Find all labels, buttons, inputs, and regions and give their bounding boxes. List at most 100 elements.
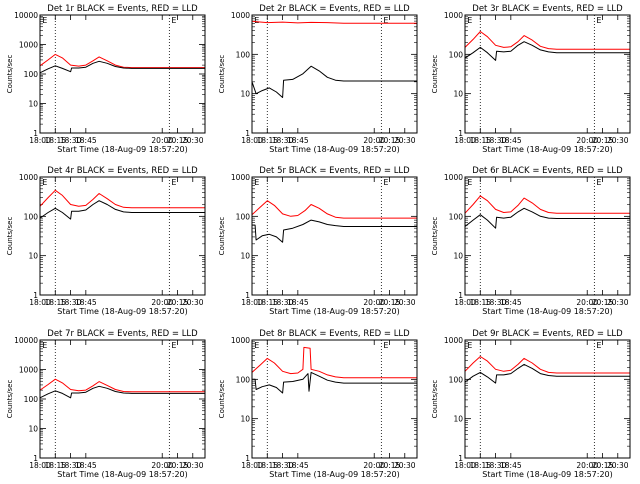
- series-line-events: [39, 200, 205, 220]
- series-line-events: [252, 219, 417, 243]
- x-tick-label: 18:45: [500, 461, 522, 470]
- series-line-events: [251, 65, 417, 98]
- marker-label: E: [254, 16, 259, 25]
- y-tick-label: 100: [236, 50, 251, 59]
- x-tick-label: 20:30: [182, 298, 204, 307]
- x-tick-label: 20:00: [576, 298, 598, 307]
- x-tick-label: 18:15: [256, 136, 278, 145]
- panel-title: Det 5r BLACK = Events, RED = LLD: [259, 166, 410, 176]
- plot-frame: [464, 176, 631, 296]
- panel-title: Det 4r BLACK = Events, RED = LLD: [47, 166, 198, 176]
- y-tick-label: 1000: [444, 173, 463, 182]
- x-axis-label: Start Time (18-Aug-09 18:57:20): [482, 145, 613, 154]
- x-tick-label: 18:00: [241, 461, 263, 470]
- x-axis-label: Start Time (18-Aug-09 18:57:20): [57, 307, 188, 316]
- panel-7: Det 7r BLACK = Events, RED = LLD 1 10 100 10…: [6, 329, 206, 479]
- series-line-events: [252, 371, 417, 394]
- marker-label: E: [171, 178, 176, 187]
- plot-frame: [464, 14, 631, 134]
- y-tick-label: 1000: [444, 336, 463, 345]
- y-tick-label: 100: [449, 212, 464, 221]
- x-tick-label: 18:30: [485, 136, 507, 145]
- x-tick-label: 20:15: [167, 461, 189, 470]
- plot-frame: [39, 176, 206, 296]
- x-tick-label: 20:00: [576, 136, 598, 145]
- x-axis-label: Start Time (18-Aug-09 18:57:20): [269, 145, 400, 154]
- plot-frame: [251, 176, 418, 296]
- y-tick-label: 10: [28, 100, 38, 109]
- series-line-lld: [251, 346, 417, 379]
- y-tick-label: 1000: [19, 173, 38, 182]
- panel-title: Det 3r BLACK = Events, RED = LLD: [472, 4, 623, 14]
- x-tick-label: 18:30: [272, 298, 294, 307]
- x-tick-label: 18:30: [272, 461, 294, 470]
- x-tick-label: 20:15: [167, 136, 189, 145]
- panel-1: Det 1r BLACK = Events, RED = LLD 1 10 100 10…: [6, 4, 206, 154]
- panel-3: Det 3r BLACK = Events, RED = LLD 1 10 100 10…: [431, 4, 631, 154]
- y-tick-label: 10: [28, 252, 38, 261]
- x-tick-label: 20:30: [394, 298, 416, 307]
- x-tick-label: 18:30: [272, 136, 294, 145]
- x-tick-label: 18:00: [454, 461, 476, 470]
- x-tick-label: 18:00: [29, 136, 51, 145]
- y-tick-label: 100: [236, 375, 251, 384]
- x-tick-label: 18:45: [75, 461, 97, 470]
- x-tick-label: 18:00: [454, 136, 476, 145]
- y-tick-label: 10: [240, 415, 250, 424]
- y-axis-label: Counts/sec: [6, 380, 14, 419]
- x-tick-label: 18:30: [60, 136, 82, 145]
- x-tick-label: 20:30: [607, 298, 629, 307]
- y-tick-label: 1: [245, 291, 250, 300]
- marker-label: E: [254, 178, 259, 187]
- plot-frame: [39, 339, 206, 459]
- y-tick-label: 1: [33, 454, 38, 463]
- panel-title: Det 2r BLACK = Events, RED = LLD: [259, 4, 410, 14]
- y-tick-label: 100: [449, 50, 464, 59]
- x-tick-label: 18:15: [44, 461, 66, 470]
- series-line-events: [464, 363, 630, 384]
- y-axis-label: Counts/sec: [431, 217, 439, 256]
- x-tick-label: 18:15: [469, 136, 491, 145]
- y-tick-label: 10000: [14, 336, 38, 345]
- x-tick-label: 20:00: [363, 136, 385, 145]
- x-axis-label: Start Time (18-Aug-09 18:57:20): [269, 307, 400, 316]
- series-line-lld: [464, 195, 630, 214]
- series-line-lld: [251, 20, 417, 24]
- marker-label: E: [171, 16, 176, 25]
- series-line-events: [39, 385, 205, 399]
- x-tick-label: 20:00: [576, 461, 598, 470]
- marker-label: E: [171, 341, 176, 350]
- y-axis-label: Counts/sec: [6, 217, 14, 256]
- plot-frame: [464, 339, 631, 459]
- x-axis-label: Start Time (18-Aug-09 18:57:20): [269, 470, 400, 479]
- x-tick-label: 18:15: [469, 298, 491, 307]
- x-tick-label: 18:00: [29, 461, 51, 470]
- marker-label: E: [42, 16, 47, 25]
- x-tick-label: 18:30: [485, 461, 507, 470]
- y-tick-label: 1: [33, 291, 38, 300]
- marker-label: E: [467, 16, 472, 25]
- marker-label: E: [383, 16, 388, 25]
- y-tick-label: 10: [453, 252, 463, 261]
- y-tick-label: 10: [240, 252, 250, 261]
- series-line-lld: [39, 378, 205, 393]
- y-tick-label: 100: [236, 212, 251, 221]
- x-axis-label: Start Time (18-Aug-09 18:57:20): [57, 470, 188, 479]
- y-tick-label: 1000: [231, 336, 250, 345]
- x-tick-label: 18:00: [241, 136, 263, 145]
- series-line-lld: [251, 200, 417, 219]
- x-tick-label: 20:30: [607, 461, 629, 470]
- x-tick-label: 20:30: [607, 136, 629, 145]
- x-tick-label: 20:00: [151, 461, 173, 470]
- series-line-lld: [464, 356, 630, 374]
- y-axis-label: Counts/sec: [6, 55, 14, 94]
- y-tick-label: 1: [33, 129, 38, 138]
- x-tick-label: 20:30: [394, 136, 416, 145]
- x-tick-label: 18:00: [29, 298, 51, 307]
- panel-title: Det 6r BLACK = Events, RED = LLD: [472, 166, 623, 176]
- series-line-events: [464, 207, 630, 229]
- x-tick-label: 18:00: [454, 298, 476, 307]
- panel-6: Det 6r BLACK = Events, RED = LLD 1 10 100 10…: [431, 166, 631, 316]
- x-axis-label: Start Time (18-Aug-09 18:57:20): [482, 470, 613, 479]
